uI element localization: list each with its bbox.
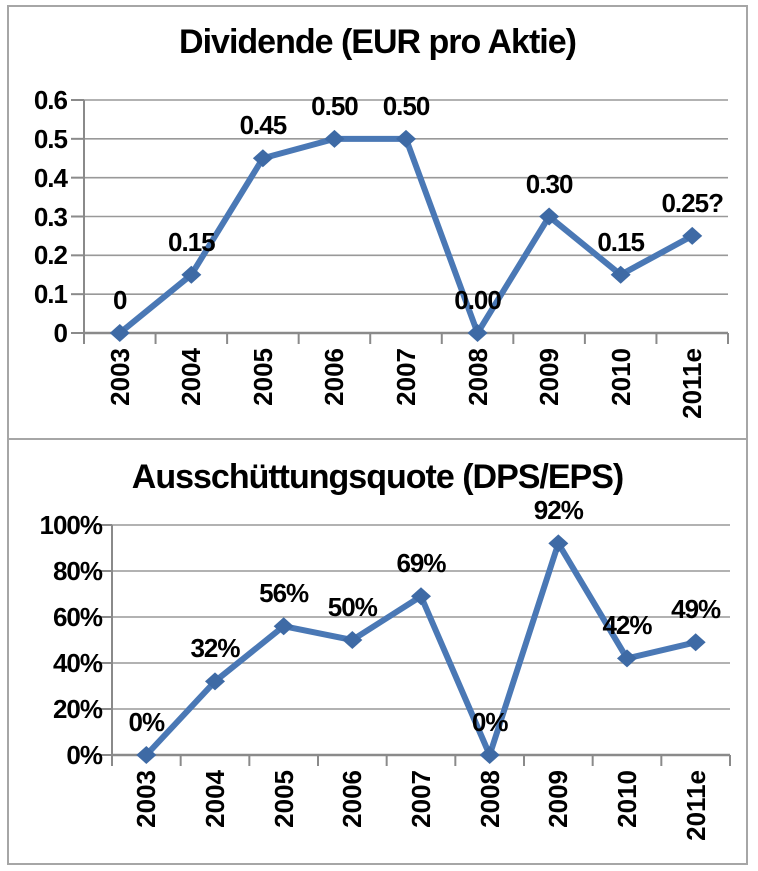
data-point-marker — [342, 631, 363, 649]
data-point-label: 0% — [128, 707, 166, 737]
y-axis-tick-label: 100% — [39, 510, 104, 540]
data-point-marker — [617, 649, 637, 668]
y-axis-tick-label: 0.3 — [33, 201, 68, 232]
y-axis-tick-label: 0.1 — [33, 279, 68, 310]
data-point-label: 0.00 — [454, 285, 502, 315]
x-axis-category-label: 2009 — [543, 770, 574, 828]
x-axis-category-label: 2006 — [319, 348, 350, 406]
payout-ratio-line-plot — [99, 524, 731, 766]
x-axis-category-label: 2007 — [406, 770, 436, 828]
x-axis-category-label: 2011e — [677, 348, 708, 419]
x-axis-category-label: 2003 — [131, 770, 162, 828]
data-point-label: 0.25? — [661, 187, 723, 218]
data-point-label: 49% — [671, 594, 721, 625]
data-point-label: 0.30 — [525, 168, 574, 199]
y-axis-tick-label: 60% — [52, 602, 103, 632]
data-point-marker — [181, 265, 202, 284]
x-axis-category-label: 2005 — [268, 770, 299, 828]
data-point-marker — [205, 672, 225, 691]
y-axis-tick-label: 80% — [52, 556, 103, 586]
data-point-label: 0.50 — [382, 90, 431, 121]
x-axis-category-label: 2009 — [534, 348, 565, 406]
data-point-label: 0.50 — [311, 90, 359, 121]
dividend-line-plot — [71, 99, 729, 344]
data-point-label: 56% — [259, 578, 309, 609]
charts-frame: Dividende (EUR pro Aktie) 0 0.1 0.2 0.3 0.4 0… — [7, 5, 748, 865]
x-axis-category-label: 2011e — [680, 770, 711, 841]
data-point-marker — [136, 746, 157, 764]
panel-divider — [9, 438, 746, 440]
x-axis-category-label: 2008 — [474, 770, 505, 828]
y-axis-tick-label: 0.2 — [33, 240, 68, 271]
y-axis-tick-label: 40% — [52, 648, 103, 678]
data-point-label: 42% — [602, 610, 652, 641]
y-axis-tick-label: 0% — [66, 740, 103, 770]
x-axis-category-label: 2010 — [612, 770, 642, 828]
data-point-label: 0% — [471, 707, 509, 737]
data-point-marker — [610, 265, 631, 284]
data-point-label: 0.15 — [597, 226, 645, 257]
x-axis-category-label: 2005 — [247, 348, 278, 406]
data-point-label: 92% — [533, 495, 584, 526]
x-axis-category-label: 2006 — [337, 770, 368, 828]
x-axis-category-label: 2003 — [104, 348, 135, 406]
payout-ratio-chart-title: Ausschüttungsquote (DPS/EPS) — [131, 458, 624, 496]
data-point-label: 0 — [113, 285, 128, 315]
data-point-marker — [479, 746, 500, 764]
data-point-marker — [396, 129, 416, 148]
data-point-marker — [685, 633, 706, 652]
data-point-marker — [548, 534, 569, 553]
data-point-marker — [273, 617, 294, 636]
x-axis-category-label: 2004 — [176, 348, 207, 406]
data-point-marker — [539, 207, 560, 226]
y-axis-tick-label: 0.4 — [33, 162, 68, 193]
x-axis-category-label: 2010 — [605, 348, 636, 406]
x-axis-category-label: 2007 — [391, 348, 421, 406]
data-point-label: 50% — [327, 592, 378, 622]
data-point-label: 32% — [190, 633, 240, 664]
dividend-chart-panel: Dividende (EUR pro Aktie) 0 0.1 0.2 0.3 0.4 0… — [9, 7, 746, 438]
data-point-marker — [324, 129, 345, 148]
data-point-label: 69% — [396, 548, 446, 579]
data-point-marker — [109, 324, 130, 342]
data-point-label: 0.15 — [168, 226, 216, 257]
data-point-marker — [411, 587, 431, 606]
y-axis-tick-label: 0 — [53, 318, 68, 348]
x-axis-category-label: 2008 — [462, 348, 493, 406]
y-axis-tick-label: 0.5 — [33, 123, 68, 154]
dividend-chart-title: Dividende (EUR pro Aktie) — [179, 23, 577, 61]
data-point-marker — [252, 149, 273, 168]
data-point-marker — [682, 226, 703, 245]
data-point-label: 0.45 — [239, 110, 288, 141]
data-point-marker — [467, 324, 488, 342]
payout-ratio-chart-panel: Ausschüttungsquote (DPS/EPS) 0% 20% 40% 60%… — [9, 440, 746, 863]
x-axis-category-label: 2004 — [200, 770, 230, 828]
y-axis-tick-label: 20% — [52, 694, 103, 724]
y-axis-tick-label: 0.6 — [33, 85, 68, 115]
